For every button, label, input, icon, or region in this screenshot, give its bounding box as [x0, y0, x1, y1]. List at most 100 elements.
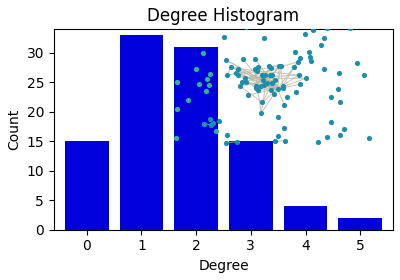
Point: [206, 83, 212, 88]
Point: [203, 89, 210, 94]
Point: [224, 73, 231, 77]
Point: [284, 95, 290, 100]
Point: [302, 76, 309, 81]
Point: [213, 129, 220, 133]
Bar: [65, 141, 108, 230]
Point: [275, 64, 282, 68]
Point: [308, 59, 314, 64]
Point: [297, 56, 303, 60]
Point: [234, 73, 241, 77]
Bar: [120, 35, 163, 230]
Point: [310, 28, 316, 33]
Bar: [338, 218, 382, 230]
Point: [242, 76, 248, 80]
Point: [261, 83, 268, 88]
Point: [297, 82, 303, 87]
Point: [281, 103, 288, 108]
Point: [279, 84, 286, 88]
Point: [235, 67, 241, 71]
Point: [239, 80, 245, 85]
Point: [206, 71, 213, 76]
Point: [233, 71, 240, 75]
Point: [314, 140, 321, 144]
Point: [282, 139, 288, 143]
Point: [268, 88, 274, 92]
Point: [253, 85, 259, 90]
Title: Degree Histogram: Degree Histogram: [147, 7, 300, 25]
Point: [252, 57, 258, 61]
Point: [224, 133, 231, 137]
Point: [204, 77, 210, 82]
Point: [269, 81, 276, 86]
Point: [328, 94, 334, 99]
Point: [324, 135, 330, 139]
Point: [268, 73, 275, 77]
Point: [274, 87, 281, 91]
Point: [172, 136, 179, 141]
Point: [321, 67, 327, 71]
Point: [307, 55, 313, 60]
Point: [306, 50, 312, 55]
Point: [216, 118, 222, 123]
Point: [234, 140, 240, 144]
Point: [209, 121, 216, 125]
Point: [252, 66, 258, 71]
Point: [354, 61, 360, 66]
Point: [270, 92, 277, 96]
Point: [280, 86, 286, 90]
Point: [259, 78, 266, 83]
Point: [240, 57, 246, 62]
Point: [361, 73, 368, 78]
Point: [274, 115, 281, 120]
Point: [318, 43, 325, 47]
Point: [266, 64, 272, 69]
Point: [254, 69, 261, 74]
Point: [223, 58, 230, 62]
Point: [272, 139, 279, 144]
X-axis label: Degree: Degree: [198, 259, 249, 273]
Point: [328, 119, 334, 124]
Point: [337, 100, 344, 104]
Point: [324, 25, 331, 30]
Point: [207, 116, 213, 121]
Point: [254, 88, 261, 92]
Point: [292, 90, 299, 94]
Point: [291, 64, 297, 69]
Bar: [284, 206, 328, 230]
Bar: [174, 47, 218, 230]
Point: [266, 73, 273, 77]
Point: [200, 122, 207, 127]
Point: [264, 81, 270, 85]
Point: [302, 32, 309, 36]
Point: [278, 64, 284, 68]
Point: [258, 111, 264, 116]
Point: [259, 100, 266, 104]
Y-axis label: Count: Count: [7, 109, 21, 150]
Point: [208, 123, 215, 127]
Point: [261, 36, 267, 40]
Point: [243, 80, 249, 84]
Point: [347, 26, 354, 30]
Point: [184, 98, 191, 102]
Point: [196, 81, 202, 86]
Point: [228, 64, 234, 69]
Point: [245, 93, 252, 97]
Point: [236, 84, 243, 88]
Point: [258, 84, 264, 88]
Point: [294, 60, 301, 64]
Point: [252, 83, 259, 88]
Point: [334, 87, 341, 91]
Point: [174, 80, 180, 85]
Point: [268, 65, 274, 70]
Point: [321, 35, 327, 40]
Point: [262, 73, 268, 77]
Point: [292, 50, 298, 55]
Point: [174, 107, 180, 111]
Point: [275, 134, 281, 138]
Point: [296, 73, 302, 77]
Point: [336, 132, 343, 137]
Point: [366, 136, 372, 141]
Point: [221, 35, 228, 40]
Point: [340, 127, 347, 132]
Point: [272, 78, 278, 82]
